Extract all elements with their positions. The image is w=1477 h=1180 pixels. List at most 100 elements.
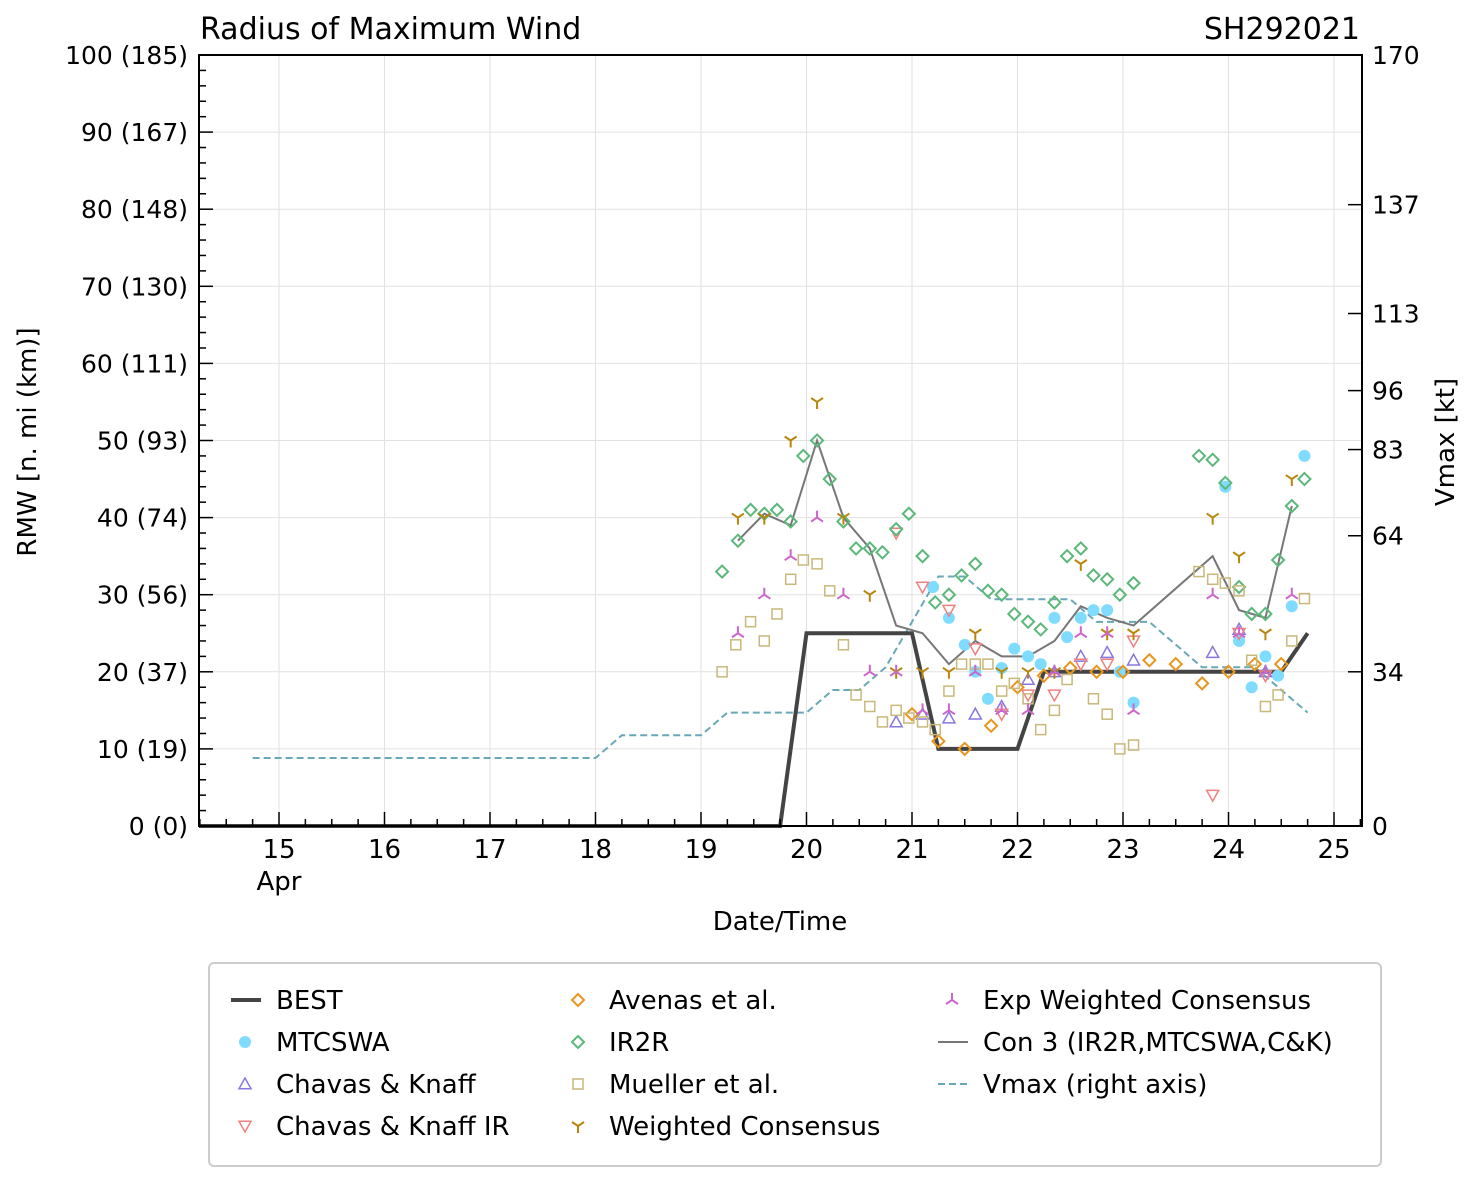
y2-axis: 0 34 64 83 96 113 137 170 [1348, 41, 1420, 841]
point-ir2r [769, 502, 785, 518]
point-weighted-consensus [915, 666, 930, 679]
point-avenas-et-al [1036, 668, 1052, 684]
point-chavas-knaff [1073, 648, 1089, 662]
point-mtcswa [1113, 665, 1126, 678]
point-ir2r [848, 541, 864, 556]
y-tick-label: 40 (74) [97, 504, 188, 533]
point-mueller-et-al [1034, 723, 1047, 736]
point-ir2r [1191, 448, 1207, 464]
point-ir2r [927, 594, 943, 610]
x-tick-label: 19 [684, 835, 717, 865]
point-ir2r [1126, 575, 1141, 591]
point-ir2r [809, 433, 825, 448]
series-line-best [199, 631, 1310, 828]
point-mueller-et-al [1286, 635, 1298, 647]
point-avenas-et-al [1221, 664, 1236, 680]
y-tick-label: 30 (56) [97, 581, 188, 610]
point-avenas-et-al [1194, 675, 1210, 691]
point-ir2r [1086, 568, 1101, 583]
point-mtcswa [1034, 658, 1047, 671]
point-chavas-knaff-ir [915, 581, 930, 595]
point-ir2r [1217, 475, 1233, 491]
point-ir2r [836, 514, 851, 529]
y2-tick-label: 34 [1372, 658, 1404, 687]
point-mtcswa [1285, 600, 1298, 613]
point-ir2r [994, 587, 1010, 603]
point-exp-weighted-consensus [784, 549, 798, 561]
point-ir2r [1047, 594, 1062, 610]
point-weighted-consensus [731, 512, 745, 525]
point-ir2r [1284, 498, 1300, 514]
point-mtcswa [958, 638, 971, 651]
point-chavas-knaff [941, 710, 957, 724]
point-mtcswa [927, 580, 940, 593]
x-tick-label: 16 [368, 835, 401, 865]
point-ir2r [783, 514, 799, 529]
y-tick-label: 0 (0) [129, 812, 188, 841]
point-weighted-consensus [1126, 628, 1141, 641]
point-mtcswa [1022, 650, 1035, 663]
point-mueller-et-al [890, 704, 902, 717]
point-ir2r [1231, 579, 1247, 595]
point-mueller-et-al [943, 685, 955, 697]
point-mueller-et-al [1127, 739, 1140, 751]
point-exp-weighted-consensus [968, 664, 982, 677]
x-tick-label: 17 [473, 835, 506, 865]
point-exp-weighted-consensus [1232, 626, 1246, 639]
point-exp-weighted-consensus [1258, 664, 1272, 677]
legend: BEST MTCSWA Chavas & Knaff Chavas & Knaff I… [231, 986, 1333, 1142]
series-line-vmax-right-axis [252, 575, 1309, 759]
point-mueller-et-al [758, 635, 771, 647]
legend-label-con-3-ir2r-mtcswa-c-k: Con 3 (IR2R,MTCSWA,C&K) [983, 1028, 1333, 1058]
point-mtcswa [1087, 604, 1100, 617]
point-mtcswa [1048, 611, 1061, 624]
y2-tick-label: 170 [1372, 41, 1420, 70]
point-chavas-knaff-ir [1073, 658, 1089, 672]
point-ir2r [1270, 552, 1286, 568]
x-tick-label: 25 [1317, 835, 1350, 865]
point-ir2r [1033, 621, 1049, 637]
point-ir2r [1020, 614, 1036, 630]
point-mueller-et-al [1114, 743, 1126, 755]
point-mueller-et-al [876, 716, 889, 728]
x-tick-label: 24 [1212, 835, 1245, 865]
point-mueller-et-al [811, 558, 823, 570]
point-ir2r [1205, 452, 1221, 468]
point-chavas-knaff-ir [888, 527, 904, 541]
y2-tick-label: 96 [1372, 377, 1404, 406]
legend-label-mueller-et-al: Mueller et al. [609, 1070, 779, 1100]
point-mueller-et-al [1219, 577, 1232, 589]
legend-label-vmax-right-axis: Vmax (right axis) [983, 1070, 1207, 1100]
point-mueller-et-al [850, 689, 862, 701]
point-mueller-et-al [797, 554, 810, 566]
x-axis: 15 16 17 18 19 20 21 22 23 24 25 Apr [199, 812, 1362, 897]
point-weighted-consensus [836, 512, 850, 525]
legend-swatch-mueller-et-al [572, 1078, 584, 1090]
point-chavas-knaff [1126, 652, 1141, 666]
point-mueller-et-al [730, 639, 742, 651]
point-avenas-et-al [1115, 664, 1131, 680]
point-ir2r [714, 564, 730, 579]
point-mueller-et-al [823, 585, 836, 597]
point-avenas-et-al [1247, 656, 1263, 672]
point-mtcswa [942, 611, 955, 624]
point-exp-weighted-consensus [810, 510, 824, 523]
point-weighted-consensus [810, 397, 824, 409]
x-tick-label: 15 [262, 835, 295, 865]
legend-label-ir2r: IR2R [609, 1028, 669, 1058]
y-tick-label: 90 (167) [81, 118, 188, 147]
y-tick-label: 20 (37) [97, 658, 188, 687]
point-exp-weighted-consensus [1126, 703, 1141, 716]
legend-label-chavas-knaff-ir: Chavas & Knaff IR [276, 1112, 510, 1142]
point-weighted-consensus [1258, 628, 1272, 641]
point-weighted-consensus [1074, 559, 1088, 571]
point-ir2r [1099, 571, 1115, 587]
point-mtcswa [1245, 681, 1258, 694]
point-mtcswa [1272, 669, 1285, 682]
point-ir2r [875, 544, 890, 560]
point-exp-weighted-consensus [863, 664, 877, 677]
y-tick-label: 10 (19) [97, 735, 188, 764]
y-tick-label: 100 (185) [65, 41, 188, 70]
point-mueller-et-al [1087, 693, 1100, 705]
point-chavas-knaff [888, 714, 904, 728]
